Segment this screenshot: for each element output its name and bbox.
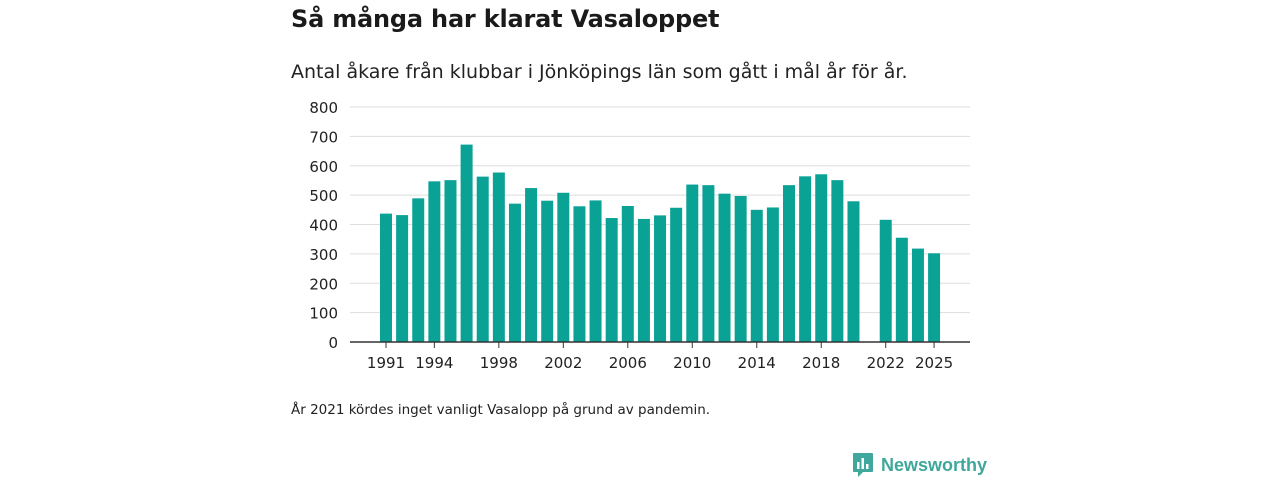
y-axis-ticks: 0 100 200 300 400 500 600 700 800 [309,99,338,352]
bar-2011 [702,185,715,342]
bar-2010 [686,184,699,342]
bar-2002 [557,192,570,342]
bar-2000 [525,188,538,342]
chart-title: Så många har klarat Vasaloppet [291,5,720,33]
bar-2022 [879,219,892,342]
bar-1993 [412,198,425,342]
bar-2005 [605,218,618,342]
x-tick-label: 1991 [367,354,405,372]
y-tick-label: 0 [328,334,338,352]
brand-name: Newsworthy [881,454,988,475]
x-tick-label: 2018 [802,354,840,372]
y-tick-label: 500 [309,187,338,205]
y-tick-label: 300 [309,246,338,264]
y-tick-label: 700 [309,128,338,146]
bar-2024 [911,248,924,342]
x-tick-label: 2010 [673,354,711,372]
bar-2013 [734,196,747,342]
x-tick-label: 2006 [609,354,647,372]
y-tick-label: 800 [309,99,338,117]
x-tick-label: 2002 [544,354,582,372]
bar-1992 [396,215,409,342]
y-tick-label: 200 [309,275,338,293]
x-tick-label: 2025 [915,354,953,372]
bar-2009 [670,207,683,342]
footnote: År 2021 kördes inget vanligt Vasalopp på… [291,402,711,418]
bar-1998 [492,172,505,342]
bars [380,144,941,342]
bar-2019 [831,180,844,342]
bar-2003 [573,206,586,342]
bar-2016 [783,185,795,342]
bar-2006 [621,205,634,342]
bar-2012 [718,193,731,342]
y-tick-label: 100 [309,305,338,323]
x-axis-ticks: 1991 1994 1998 2002 2006 2010 2014 2018 2022 2025 [367,342,953,372]
bar-1991 [380,213,392,342]
chart-subtitle: Antal åkare från klubbar i Jönköpings lä… [291,61,908,83]
newsworthy-logo[interactable]: Newsworthy [852,452,987,478]
x-tick-label: 1998 [480,354,518,372]
bar-2007 [637,218,650,342]
bar-1994 [428,181,441,342]
bar-2001 [541,200,554,342]
bar-2014 [750,209,763,342]
bar-chart: 0 100 200 300 400 500 600 700 800 1991 1994 1998 20… [309,99,970,372]
bar-2020 [847,201,860,342]
bar-2025 [928,253,941,342]
y-tick-label: 600 [309,158,338,176]
newsworthy-logo-icon [853,453,873,477]
bar-2004 [589,200,602,342]
bar-1997 [476,176,489,342]
bar-2023 [895,237,908,342]
bar-1999 [508,203,521,342]
bar-2015 [766,207,779,342]
bar-1996 [460,144,473,342]
bar-2018 [815,174,828,342]
x-tick-label: 1994 [415,354,453,372]
y-tick-label: 400 [309,217,338,235]
bar-2008 [654,215,667,342]
bar-1995 [444,180,457,342]
x-tick-label: 2022 [867,354,905,372]
x-tick-label: 2014 [738,354,776,372]
bar-2017 [799,176,812,342]
